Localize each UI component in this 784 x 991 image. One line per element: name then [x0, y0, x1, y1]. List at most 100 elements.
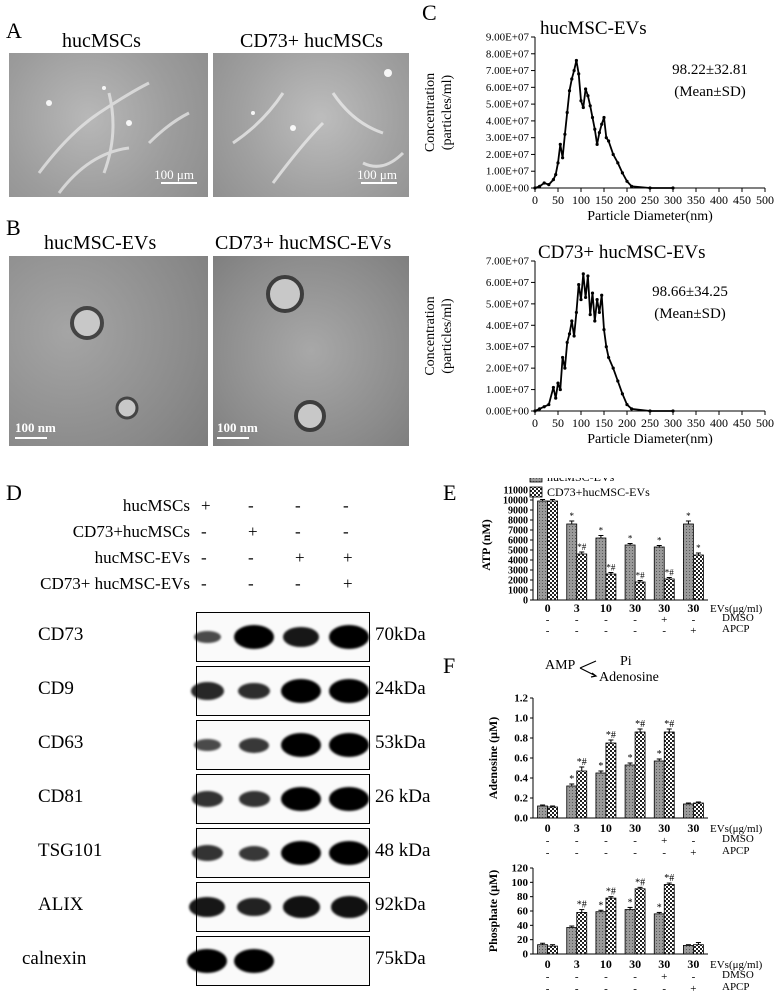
- data-point: [648, 186, 652, 190]
- significance-mark: *: [628, 534, 633, 544]
- data-point: [577, 72, 581, 76]
- significance-mark: *: [657, 749, 662, 760]
- condition-row-label: CD73+hucMSCs: [72, 522, 190, 541]
- x-tick-label: 250: [641, 193, 659, 207]
- y-tick-label: 20: [517, 934, 529, 946]
- data-point: [561, 355, 565, 360]
- bar: [693, 802, 704, 819]
- mean-sd-label: (Mean±SD): [674, 84, 746, 100]
- y-tick-label: 4.00E+07: [486, 320, 530, 332]
- chart-c-top: hucMSC-EVs 0.00E+00 1.00E+07 2.00E+07 3.00E+…: [423, 18, 774, 224]
- data-point: [581, 272, 585, 276]
- data-point: [561, 156, 565, 160]
- condition-cell: -: [546, 625, 550, 637]
- condition-sign: -: [295, 496, 301, 515]
- data-point: [584, 87, 588, 91]
- condition-cell: 0: [545, 957, 551, 971]
- y-tick-label: 0: [523, 596, 528, 607]
- y-tick-label: 8.00E+07: [486, 48, 530, 60]
- blot-band: [330, 896, 368, 918]
- condition-cell: +: [690, 625, 696, 637]
- y-tick-label: 3000: [508, 566, 528, 577]
- bar: [683, 945, 694, 955]
- data-point: [625, 179, 629, 183]
- condition-sign: +: [248, 522, 258, 541]
- x-tick-label: 150: [595, 193, 613, 207]
- condition-cell: 3: [574, 821, 580, 835]
- data-point: [586, 274, 590, 278]
- condition-cell: -: [633, 614, 637, 626]
- condition-cell: -: [546, 971, 550, 983]
- data-point: [563, 132, 567, 136]
- blot-strip: [191, 774, 370, 824]
- data-point: [542, 181, 546, 185]
- panel-a-title-1: hucMSCs: [62, 30, 141, 52]
- data-point: [586, 94, 590, 98]
- bar: [576, 553, 588, 601]
- bar: [683, 523, 694, 601]
- blot-size-label: 92kDa: [375, 894, 426, 915]
- condition-label: APCP: [722, 623, 750, 635]
- condition-cell: -: [662, 983, 666, 991]
- blot-size-label: 75kDa: [375, 948, 426, 969]
- y-tick-label: 1.2: [514, 693, 528, 705]
- y-tick-label: 1.00E+07: [486, 384, 530, 396]
- data-point: [556, 381, 560, 385]
- blot-protein-label: CD9: [38, 678, 74, 699]
- condition-cell: -: [604, 983, 608, 991]
- chart-c-bottom: CD73+ hucMSC-EVs 0.00E+00 1.00E+07 2.00E+07…: [423, 242, 774, 447]
- x-tick-label: 400: [710, 416, 728, 430]
- blot-band: [238, 682, 270, 700]
- blot-protein-label: CD63: [38, 732, 84, 753]
- significance-mark: *: [657, 902, 662, 913]
- x-tick-label: 500: [756, 193, 774, 207]
- blot-band: [281, 841, 321, 865]
- condition-cell: -: [575, 971, 579, 983]
- data-point: [547, 183, 551, 187]
- blot-band: [283, 626, 319, 648]
- condition-cell: -: [662, 625, 666, 637]
- micrograph-hucmscs: 100 μm: [9, 53, 208, 197]
- condition-cell: 30: [658, 601, 670, 615]
- y-tick-label: 120: [512, 863, 529, 875]
- data-point: [671, 186, 675, 190]
- blot-strip: [193, 720, 370, 770]
- bar: [566, 785, 578, 819]
- blot-protein-label: TSG101: [38, 840, 103, 861]
- data-point: [600, 293, 604, 297]
- y-tick-label: 80: [517, 891, 529, 903]
- panel-label-c: C: [422, 0, 437, 25]
- x-tick-label: 50: [552, 193, 564, 207]
- x-tick-label: 50: [552, 416, 564, 430]
- data-point: [590, 291, 595, 295]
- data-point: [565, 110, 569, 115]
- significance-mark: *#: [577, 757, 587, 768]
- x-tick-label: 0: [532, 193, 538, 207]
- x-tick-label: 100: [572, 193, 590, 207]
- y-axis-label: Phosphate (μM): [486, 870, 500, 952]
- data-point: [671, 409, 675, 413]
- mean-sd-label: (Mean±SD): [654, 306, 726, 322]
- blot-strip: [190, 666, 370, 716]
- x-tick-label: 0: [532, 416, 538, 430]
- panel-a-title-2: CD73+ hucMSCs: [240, 30, 383, 52]
- y-axis-label: Concentration (particles/ml): [423, 73, 455, 152]
- y-tick-label: 9000: [508, 506, 528, 517]
- blot-strip: [191, 828, 370, 878]
- data-point: [630, 407, 634, 411]
- legend-swatch: [529, 478, 543, 483]
- significance-mark: *#: [606, 730, 616, 741]
- condition-row-label: hucMSC-EVs: [94, 548, 190, 567]
- y-tick-label: 5.00E+07: [486, 298, 530, 310]
- data-point: [577, 282, 581, 287]
- reaction-arrows: [579, 660, 598, 678]
- blot-band: [193, 738, 221, 752]
- condition-cell: 30: [629, 957, 641, 971]
- micrograph-cd73-hucmscs: 100 μm: [213, 53, 409, 197]
- condition-sign: -: [343, 522, 349, 541]
- condition-cell: 30: [687, 821, 699, 835]
- condition-sign: -: [201, 522, 207, 541]
- data-point: [570, 319, 574, 323]
- data-point: [567, 332, 572, 336]
